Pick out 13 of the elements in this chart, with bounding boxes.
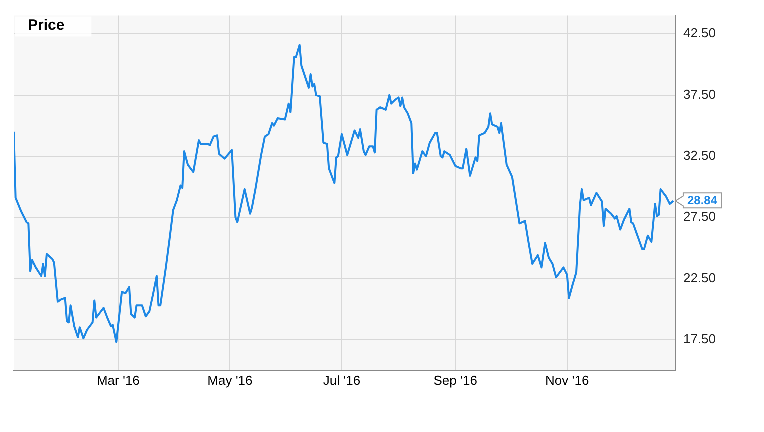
annotation: 28.84 — [687, 193, 718, 208]
y-tick-label: 42.50 — [683, 26, 716, 41]
chart-title: Price — [28, 16, 65, 34]
x-tick-label: Jul '16 — [323, 372, 361, 388]
y-tick-label: 17.50 — [683, 331, 716, 346]
x-tick-label: Mar '16 — [96, 372, 140, 388]
x-tick-label: May '16 — [208, 372, 253, 388]
y-tick-label: 32.50 — [683, 148, 716, 163]
x-tick-label: Nov '16 — [546, 372, 590, 388]
y-tick-label: 27.50 — [683, 209, 716, 224]
y-tick-label: 37.50 — [683, 86, 716, 102]
x-tick-label: Sep '16 — [434, 372, 478, 388]
y-tick-label: 22.50 — [683, 270, 716, 286]
